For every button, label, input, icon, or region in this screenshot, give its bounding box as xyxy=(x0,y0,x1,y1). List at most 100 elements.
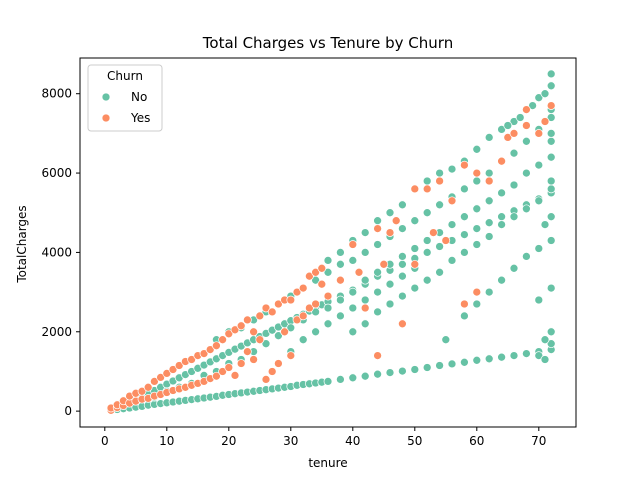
plot-frame xyxy=(79,57,577,428)
point-no-235 xyxy=(546,327,556,337)
legend-marker-yes xyxy=(101,113,111,123)
point-no-236 xyxy=(534,295,544,305)
point-no-228 xyxy=(385,279,395,289)
point-yes-93 xyxy=(497,156,506,166)
legend: Churn No Yes xyxy=(87,64,163,132)
point-no-210 xyxy=(497,125,506,134)
point-no-129 xyxy=(398,252,407,261)
point-yes-48 xyxy=(255,335,265,345)
point-no-209 xyxy=(484,133,494,142)
point-no-175 xyxy=(410,283,420,293)
legend-title: Churn xyxy=(107,69,143,83)
point-no-240 xyxy=(546,176,556,186)
point-yes-59 xyxy=(286,295,296,305)
point-no-242 xyxy=(546,129,556,138)
point-no-211 xyxy=(509,117,519,126)
point-no-216 xyxy=(540,89,550,99)
point-no-133 xyxy=(447,220,457,229)
point-no-159 xyxy=(422,208,432,218)
point-yes-49 xyxy=(255,311,265,321)
point-no-119 xyxy=(274,331,283,341)
point-no-180 xyxy=(472,240,482,249)
y-tick-label-2: 4000 xyxy=(41,245,72,259)
point-yes-90 xyxy=(472,287,482,297)
y-tick-label-0: 0 xyxy=(64,404,72,418)
point-no-219 xyxy=(503,121,513,130)
point-no-218 xyxy=(515,113,525,122)
point-yes-56 xyxy=(280,327,289,337)
point-no-178 xyxy=(447,256,457,265)
points-layer xyxy=(106,69,556,415)
point-no-239 xyxy=(546,212,556,222)
point-yes-66 xyxy=(311,267,320,277)
point-no-95 xyxy=(472,224,482,233)
point-yes-70 xyxy=(323,291,333,301)
point-yes-83 xyxy=(422,184,432,194)
point-no-124 xyxy=(336,295,345,305)
point-no-223 xyxy=(323,319,333,329)
point-yes-23 xyxy=(174,361,184,370)
point-no-174 xyxy=(398,291,407,301)
point-no-170 xyxy=(348,327,358,337)
point-no-160 xyxy=(435,200,444,210)
point-no-167 xyxy=(522,136,531,146)
legend-label-no: No xyxy=(131,90,147,104)
point-yes-79 xyxy=(391,216,401,226)
point-yes-77 xyxy=(379,259,389,269)
point-no-192 xyxy=(509,263,519,273)
point-yes-47 xyxy=(249,327,258,337)
point-no-102 xyxy=(522,349,531,358)
point-yes-19 xyxy=(162,369,172,378)
point-no-171 xyxy=(360,319,370,329)
x-tick-label-3: 30 xyxy=(283,434,298,448)
point-no-187 xyxy=(441,335,451,345)
point-no-221 xyxy=(298,335,308,345)
point-yes-45 xyxy=(243,315,252,325)
point-no-90 xyxy=(447,359,457,369)
point-yes-31 xyxy=(199,349,209,358)
point-yes-43 xyxy=(236,321,246,331)
point-no-234 xyxy=(540,335,550,345)
point-no-164 xyxy=(484,168,494,178)
point-no-199 xyxy=(360,228,370,237)
x-tick-label-2: 20 xyxy=(221,434,236,448)
point-no-231 xyxy=(534,351,544,360)
point-no-137 xyxy=(497,188,506,198)
point-yes-53 xyxy=(267,307,277,317)
point-yes-11 xyxy=(137,386,147,396)
point-yes-91 xyxy=(472,168,482,178)
point-yes-98 xyxy=(534,129,544,138)
x-tick-label-4: 40 xyxy=(345,434,360,448)
point-yes-68 xyxy=(317,279,327,289)
point-no-189 xyxy=(472,299,482,309)
point-no-176 xyxy=(422,275,432,285)
point-no-154 xyxy=(360,248,370,257)
point-yes-71 xyxy=(336,275,345,285)
point-yes-87 xyxy=(447,196,457,206)
point-yes-13 xyxy=(143,382,153,392)
x-tick-label-7: 70 xyxy=(531,434,546,448)
point-no-100 xyxy=(509,351,519,360)
point-yes-55 xyxy=(274,299,283,309)
point-no-214 xyxy=(546,81,556,91)
point-no-98 xyxy=(497,352,506,362)
point-no-186 xyxy=(546,184,556,194)
point-no-166 xyxy=(509,148,519,158)
point-no-140 xyxy=(534,160,544,170)
point-no-153 xyxy=(348,256,358,265)
point-no-227 xyxy=(373,287,382,297)
legend-marker-no xyxy=(101,92,111,102)
x-tick-label-5: 50 xyxy=(407,434,422,448)
point-no-225 xyxy=(348,303,358,313)
point-no-229 xyxy=(398,271,407,281)
point-yes-97 xyxy=(522,105,531,114)
point-no-194 xyxy=(534,244,544,253)
point-no-83 xyxy=(398,259,407,269)
point-no-127 xyxy=(373,267,382,277)
point-yes-78 xyxy=(385,228,395,237)
point-yes-96 xyxy=(522,121,531,130)
point-no-184 xyxy=(522,204,531,214)
point-no-74 xyxy=(348,373,358,383)
point-no-120 xyxy=(286,323,296,333)
point-yes-89 xyxy=(460,160,469,170)
